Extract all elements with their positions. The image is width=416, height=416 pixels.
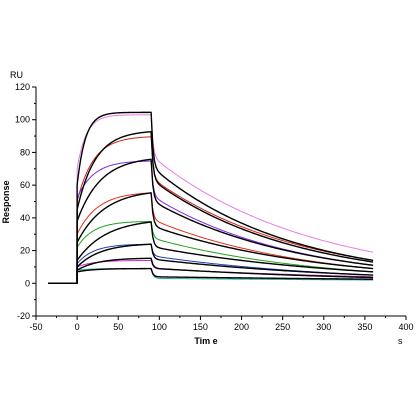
fit-curve	[48, 192, 374, 284]
x-axis-title: Tim e	[194, 336, 217, 346]
y-tick-label: -20	[17, 311, 30, 321]
fit-curve	[48, 158, 374, 284]
y-tick-label: 60	[20, 180, 30, 190]
fit-curve	[48, 257, 374, 284]
y-tick-label: 120	[15, 82, 30, 92]
y-unit-label: RU	[10, 70, 23, 80]
fit-curve	[48, 221, 374, 284]
y-tick-label: 20	[20, 246, 30, 256]
x-tick-label: 350	[357, 322, 372, 332]
x-unit-label: s	[398, 336, 403, 346]
x-tick-label: 400	[398, 322, 413, 332]
y-tick-label: 100	[15, 115, 30, 125]
x-tick-label: 200	[234, 322, 249, 332]
x-tick-label: 0	[75, 322, 80, 332]
x-tick-label: -50	[29, 322, 42, 332]
y-tick-label: 0	[25, 278, 30, 288]
x-tick-label: 100	[152, 322, 167, 332]
y-tick-label: 40	[20, 213, 30, 223]
fit-curve	[48, 131, 374, 284]
x-tick-label: 50	[113, 322, 123, 332]
y-tick-label: 80	[20, 147, 30, 157]
y-axis-title: Response	[1, 180, 11, 223]
response-curve	[48, 136, 374, 284]
x-tick-label: 300	[316, 322, 331, 332]
axes: -50 0 50 100 150 200 250 300 350 400 -20 0 20 40 60 80 1…	[15, 82, 414, 332]
response-curve	[48, 220, 374, 284]
fit-curve	[48, 243, 374, 284]
plot-area	[48, 111, 374, 284]
fit-curve	[48, 267, 374, 284]
response-curve	[48, 114, 374, 284]
x-tick-label: 150	[193, 322, 208, 332]
x-tick-label: 250	[275, 322, 290, 332]
fit-curve	[48, 111, 374, 284]
